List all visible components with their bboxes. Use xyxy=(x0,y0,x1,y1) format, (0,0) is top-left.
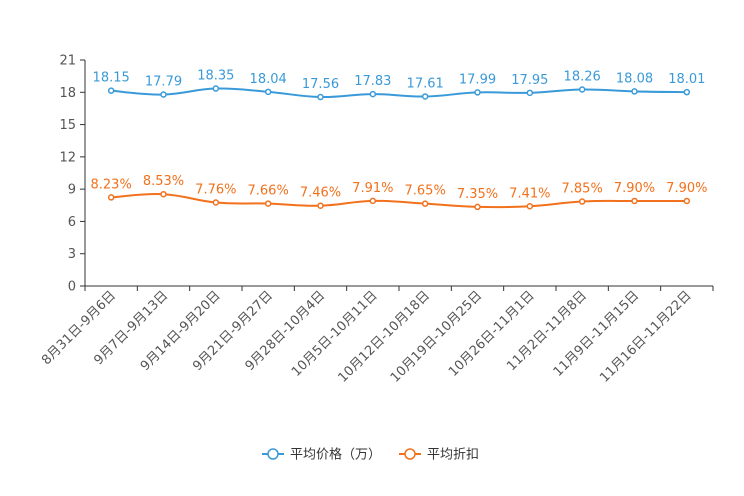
data-label: 18.04 xyxy=(250,72,287,87)
axes: 0369121518218月31日-9月6日9月7日-9月13日9月14日-9月… xyxy=(39,54,714,386)
data-point[interactable] xyxy=(683,197,691,205)
data-label: 18.15 xyxy=(93,71,130,86)
data-point[interactable] xyxy=(212,85,220,92)
data-point[interactable] xyxy=(160,190,167,198)
data-point[interactable] xyxy=(317,202,324,209)
data-label: 7.90% xyxy=(614,181,655,196)
data-point[interactable] xyxy=(474,89,481,96)
data-point[interactable] xyxy=(160,91,167,98)
data-point[interactable] xyxy=(264,88,272,96)
data-label: 17.95 xyxy=(511,73,548,88)
data-label: 7.85% xyxy=(562,182,603,197)
y-tick-label: 6 xyxy=(68,215,76,230)
data-label: 7.65% xyxy=(405,184,446,199)
legend[interactable]: 平均价格（万） 平均折扣 xyxy=(262,447,479,463)
x-tick-label: 11月16日-11月22日 xyxy=(597,288,694,385)
legend-item-1[interactable]: 平均价格（万） xyxy=(262,447,381,463)
data-point[interactable] xyxy=(369,197,377,205)
y-tick-label: 21 xyxy=(59,54,76,69)
series-line xyxy=(111,193,687,209)
data-label: 7.46% xyxy=(300,186,341,201)
data-point[interactable] xyxy=(631,88,638,95)
data-point[interactable] xyxy=(317,93,324,101)
data-label: 8.23% xyxy=(91,177,132,192)
data-label: 7.90% xyxy=(666,181,707,196)
y-tick-label: 12 xyxy=(59,150,76,165)
data-point[interactable] xyxy=(369,90,377,98)
data-point[interactable] xyxy=(526,203,534,210)
series-2: 8.23% 8.53% 7.76% 7.66% 7.46% 7.91% 7.65% 7.35%… xyxy=(91,174,707,211)
data-label: 7.91% xyxy=(352,181,393,196)
y-tick-label: 0 xyxy=(68,280,76,295)
data-point[interactable] xyxy=(107,87,115,94)
data-point[interactable] xyxy=(526,89,534,97)
data-label: 17.99 xyxy=(459,72,496,87)
legend-swatch-marker xyxy=(267,448,279,460)
legend-swatch-marker xyxy=(404,448,416,460)
data-point[interactable] xyxy=(683,88,691,96)
data-label: 17.83 xyxy=(354,74,391,89)
data-point[interactable] xyxy=(212,199,220,206)
series-line xyxy=(111,87,687,99)
legend-label: 平均价格（万） xyxy=(290,447,381,463)
legend-label: 平均折扣 xyxy=(427,448,479,463)
data-point[interactable] xyxy=(264,200,272,207)
data-point[interactable] xyxy=(631,197,638,205)
data-label: 18.01 xyxy=(668,72,705,87)
legend-item-2[interactable]: 平均折扣 xyxy=(399,448,479,463)
data-label: 18.26 xyxy=(564,69,601,84)
x-tick-label: 10月19日-10月25日 xyxy=(388,288,485,385)
data-label: 18.35 xyxy=(197,69,234,84)
data-label: 17.61 xyxy=(407,76,444,91)
y-tick-label: 3 xyxy=(68,247,76,262)
data-point[interactable] xyxy=(474,203,481,211)
data-point[interactable] xyxy=(578,198,586,205)
data-label: 7.41% xyxy=(509,186,550,201)
data-label: 17.56 xyxy=(302,77,339,92)
data-label: 7.76% xyxy=(195,182,236,197)
data-label: 17.79 xyxy=(145,75,182,90)
series-group: 18.15 17.79 18.35 18.04 17.56 17.83 17.61 17.99… xyxy=(91,69,707,211)
y-tick-label: 9 xyxy=(68,183,76,198)
series-1: 18.15 17.79 18.35 18.04 17.56 17.83 17.61 17.99… xyxy=(93,69,705,101)
data-label: 18.08 xyxy=(616,71,653,86)
data-label: 8.53% xyxy=(143,174,184,189)
data-label: 7.66% xyxy=(248,184,289,199)
data-point[interactable] xyxy=(421,200,429,207)
data-point[interactable] xyxy=(578,86,586,93)
data-point[interactable] xyxy=(421,93,429,100)
y-tick-label: 15 xyxy=(59,118,76,133)
data-point[interactable] xyxy=(107,194,115,201)
x-tick-label: 10月12日-10月18日 xyxy=(336,288,433,385)
y-tick-label: 18 xyxy=(59,86,76,101)
data-label: 7.35% xyxy=(457,187,498,202)
